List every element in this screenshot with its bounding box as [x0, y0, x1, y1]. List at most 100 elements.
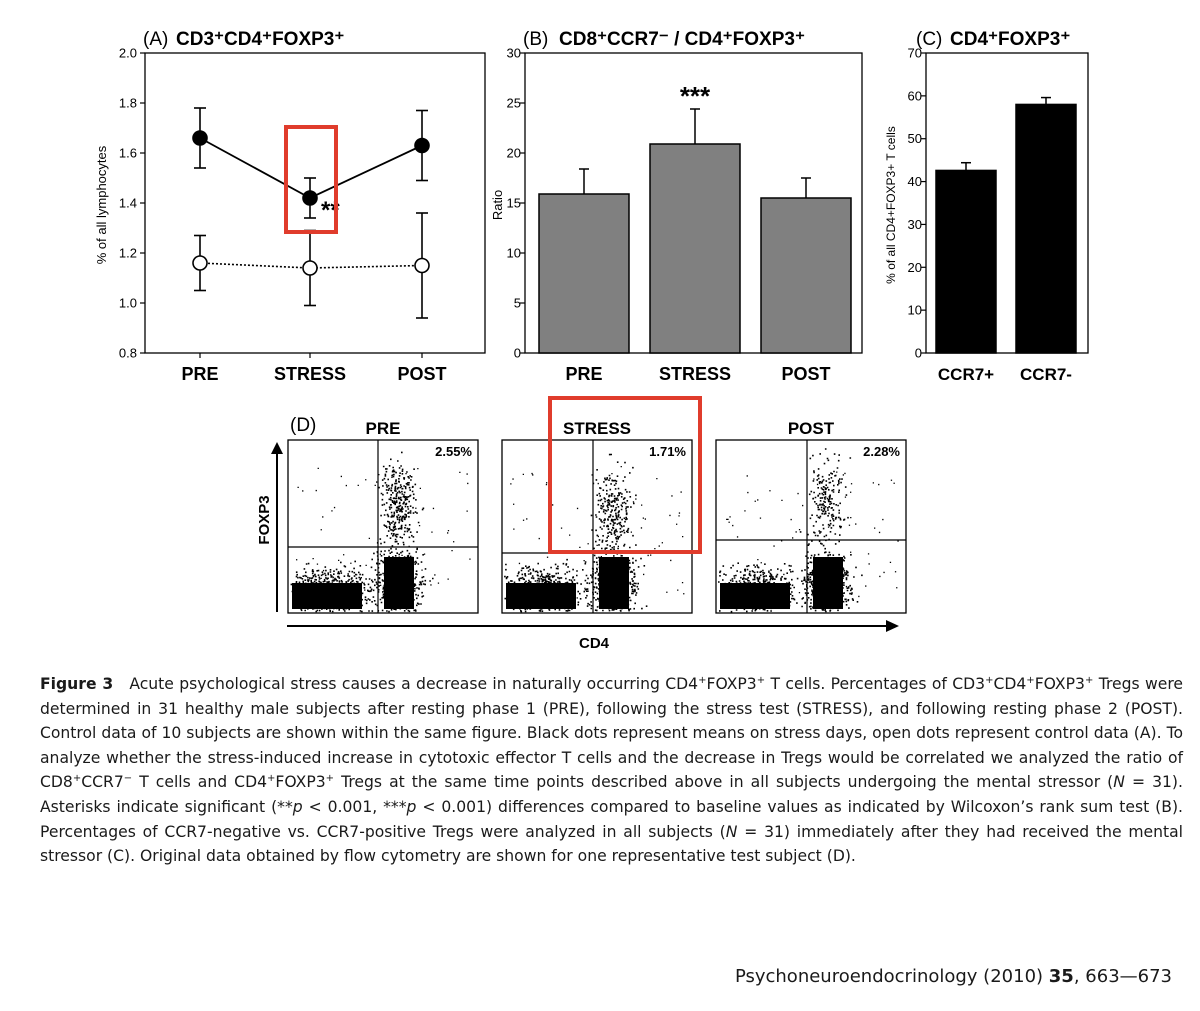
- panel-d-x-axis-label: CD4: [579, 635, 610, 650]
- panel-a-y-tick-label: 1.8: [119, 96, 137, 111]
- panel-1-y-tick-label: 20: [507, 146, 521, 161]
- panel-1-y-tick-label: 30: [507, 46, 521, 61]
- panel-d-y-axis-label: FOXP3: [256, 495, 273, 544]
- caption-superscript: +: [325, 773, 335, 785]
- caption-superscript: +: [1084, 675, 1094, 686]
- caption-superscript: +: [985, 675, 994, 686]
- panel-1-y-tick-label: 10: [507, 246, 521, 261]
- panel-2-y-tick-label: 30: [908, 217, 922, 232]
- panel-d-x-arrowhead: [886, 620, 899, 632]
- panel-a-point-filled: [414, 137, 430, 154]
- caption-fragment: T cells and CD4: [132, 773, 267, 792]
- panel-a-y-tick-label: 1.6: [119, 146, 137, 161]
- panel-1-y-tick-label: 5: [514, 296, 521, 311]
- caption-superscript: +: [1026, 675, 1035, 686]
- bar-ccr7-: [1015, 103, 1077, 354]
- panel-a-label: (A): [143, 29, 168, 50]
- panel-c-plot-frame: [925, 52, 1089, 354]
- panel-c-label: (C): [916, 29, 942, 50]
- figure-3: (A) CD3⁺CD4⁺FOXP3⁺ % of all lymphocytes …: [94, 29, 1089, 650]
- panel-b-significance-mark: ***: [680, 81, 711, 111]
- flow-plot-dense-region: [720, 583, 790, 609]
- panel-c-title: CD4⁺FOXP3⁺: [950, 29, 1070, 50]
- panel-a-point-open: [414, 257, 430, 274]
- panel-a-point-filled: [302, 190, 318, 206]
- caption-fragment: Acute psychological stress causes a decr…: [129, 675, 699, 693]
- panel-a-y-tick-label: 1.2: [119, 246, 137, 261]
- panel-b-bar-chart: (B) CD8⁺CCR7⁻ / CD4⁺FOXP3⁺ Ratio 0 5 10 15 2…: [490, 29, 863, 384]
- panel-1-y-tick-label: 25: [507, 96, 521, 111]
- panel-a-point-filled: [192, 130, 208, 146]
- panel-a-y-tick-label: 1.0: [119, 296, 137, 311]
- caption-label: Figure 3: [40, 675, 114, 693]
- panel-a-x-tick-label: POST: [397, 364, 446, 384]
- flow-plot-pre: PRE 2.55%: [287, 419, 479, 614]
- flow-plot-dense-region: [292, 583, 362, 609]
- flow-plot-dense-region: [506, 583, 576, 609]
- panel-2-y-tick-label: 20: [908, 260, 922, 275]
- caption-superscript: +: [267, 773, 276, 785]
- caption-fragment: N: [725, 822, 738, 841]
- panel-c-y-ticks: 0 10 20 30 40 50 60 70: [908, 46, 926, 361]
- panel-a-x-tick-label: STRESS: [274, 364, 346, 384]
- caption-superscript: +: [698, 675, 707, 686]
- flow-plot-title: POST: [788, 419, 835, 438]
- flow-plot-percent: 1.71%: [649, 444, 686, 459]
- flow-plot-percent: 2.55%: [435, 444, 472, 459]
- panel-a-series-line-1: [199, 262, 423, 269]
- panel-b-label: (B): [523, 29, 548, 50]
- caption-fragment: = 31). Asterisks indicate significant (*…: [40, 773, 1183, 816]
- caption-fragment: FOXP3: [275, 773, 326, 792]
- journal-citation: Psychoneuroendocrinology (2010) 35, 663—…: [735, 966, 1172, 987]
- caption-fragment: p: [292, 797, 303, 816]
- caption-fragment: CD4: [993, 675, 1027, 693]
- panel-d-y-arrowhead: [271, 442, 283, 454]
- highlight-box-stress-d: [548, 396, 702, 554]
- flow-plot-dense-region: [599, 557, 629, 609]
- panel-a-x-ticks: PRE STRESS POST: [181, 353, 447, 384]
- panel-a-y-ticks: 0.8 1.0 1.2 1.4 1.6 1.8 2.0: [119, 46, 145, 361]
- caption-text: Acute psychological stress causes a decr…: [40, 675, 1183, 865]
- highlight-box-stress-a: [284, 125, 338, 234]
- panel-c-x-ticks: CCR7+ CCR7-: [938, 365, 1072, 384]
- panel-a-y-axis-label: % of all lymphocytes: [94, 145, 109, 264]
- caption-fragment: Tregs were determined in 31 healthy male…: [40, 675, 1183, 792]
- caption-fragment: FOXP3: [1034, 675, 1085, 693]
- panel-a-series: [192, 107, 430, 319]
- panel-a-point-open: [192, 255, 208, 271]
- caption-fragment: < 0.001, ***: [302, 797, 407, 816]
- panel-a-title: CD3⁺CD4⁺FOXP3⁺: [176, 29, 344, 50]
- panel-2-y-tick-label: 70: [908, 46, 922, 61]
- panel-a-y-tick-label: 2.0: [119, 46, 137, 61]
- caption-fragment: T cells. Percentages of CD3: [765, 675, 986, 693]
- panel-2-y-tick-label: 40: [908, 174, 922, 189]
- bar-stress: [649, 143, 741, 354]
- flow-plot-dense-region: [813, 557, 843, 609]
- caption-fragment: = 31) immediately after they had receive…: [40, 822, 1184, 866]
- panel-1-x-tick-label: STRESS: [659, 364, 731, 384]
- flow-plot-title: PRE: [366, 419, 401, 438]
- panel-a-series-line-0: [199, 137, 423, 200]
- caption-superscript: +: [72, 773, 82, 785]
- bar-pre: [538, 193, 630, 354]
- panel-a-point-open: [302, 260, 318, 276]
- panel-2-y-tick-label: 60: [908, 88, 922, 103]
- bar-ccr7-: [935, 169, 997, 354]
- caption-fragment: Tregs at the same time points described …: [334, 773, 1114, 792]
- panel-2-y-tick-label: 0: [915, 346, 922, 361]
- flow-plot-percent: 2.28%: [863, 444, 900, 459]
- panel-2-y-tick-label: 10: [908, 303, 922, 318]
- panel-b-bars: [538, 108, 852, 354]
- journal-volume: 35: [1048, 966, 1074, 987]
- panel-c-bar-chart: (C) CD4⁺FOXP3⁺ % of all CD4+FOXP3+ T cel…: [884, 29, 1089, 384]
- flow-plot-stress: STRESS 1.71%: [501, 419, 693, 614]
- flow-plot-post: POST 2.28%: [715, 419, 907, 614]
- panel-b-y-axis-label: Ratio: [490, 190, 505, 220]
- panel-d-flow-cytometry: (D) FOXP3 CD4 PRE 2.55% STRESS 1.71% POST 2.2…: [256, 396, 907, 650]
- panel-1-y-tick-label: 0: [514, 346, 521, 361]
- panel-2-y-tick-label: 50: [908, 131, 922, 146]
- panel-1-y-tick-label: 15: [507, 196, 521, 211]
- flow-plot-dense-region: [384, 557, 414, 609]
- caption-fragment: CCR7: [81, 773, 124, 792]
- panel-a-line-chart: (A) CD3⁺CD4⁺FOXP3⁺ % of all lymphocytes …: [94, 29, 486, 384]
